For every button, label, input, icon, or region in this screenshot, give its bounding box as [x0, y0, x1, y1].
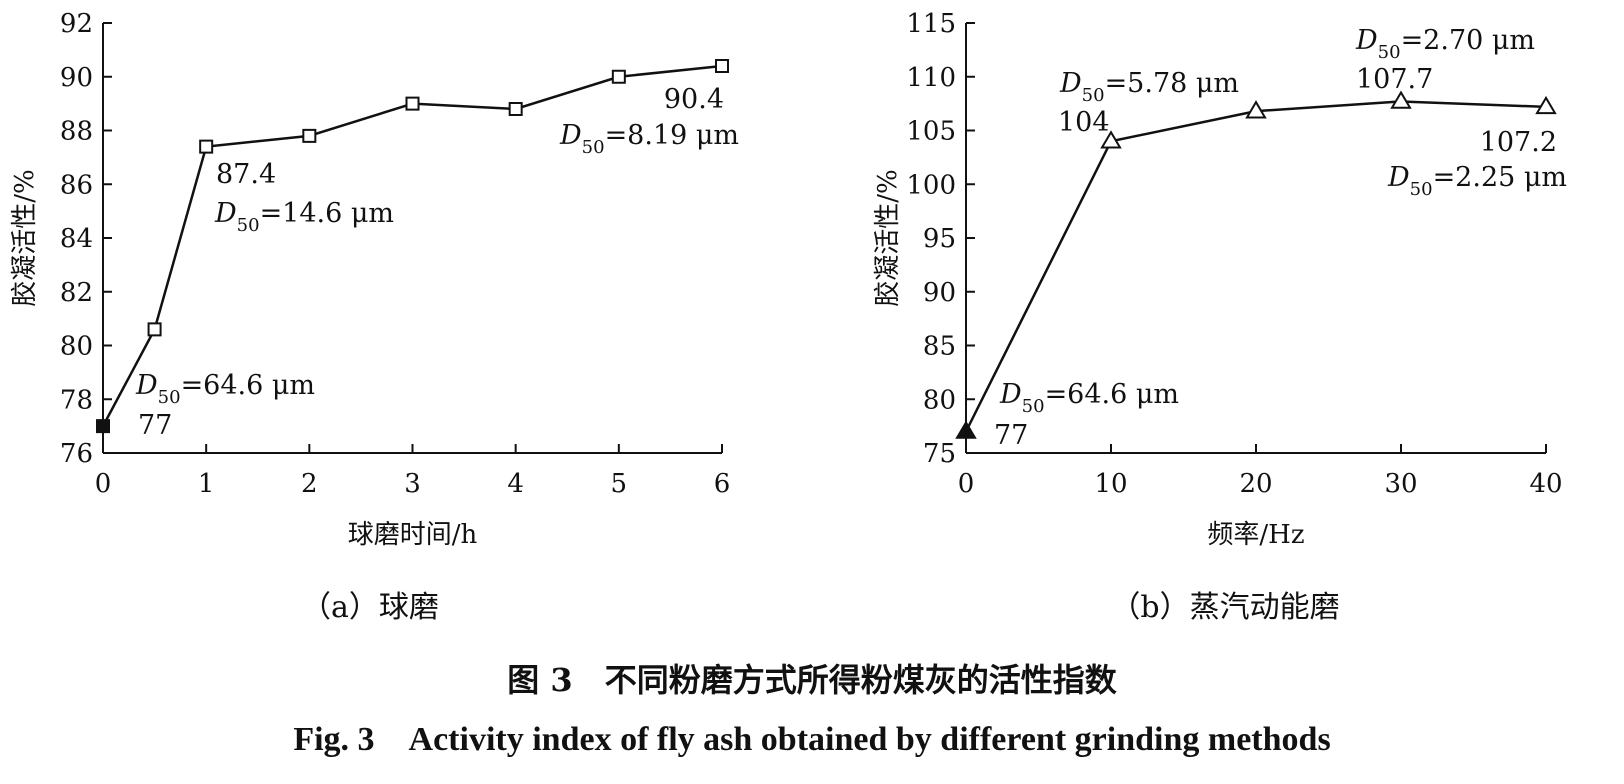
annotation-d50-b3-d: D [1387, 162, 1410, 193]
data-point-square [405, 96, 420, 111]
data-point-triangle [1535, 95, 1557, 115]
y-tick-label: 78 [60, 385, 93, 415]
annotation-d50-a0: D50=64.6 μm [135, 370, 315, 408]
annotation-d50-a0-sub: 50 [158, 387, 181, 408]
y-tick-label: 76 [60, 439, 93, 469]
data-point-triangle [1100, 130, 1122, 149]
x-tick-label: 0 [95, 469, 112, 499]
y-tick-label: 80 [60, 332, 93, 362]
data-point-triangle [1390, 90, 1412, 109]
annotation-value-a1: 87.4 [216, 159, 276, 190]
data-point-triangle [1245, 100, 1267, 119]
x-tick-label: 1 [198, 469, 215, 499]
annotation-d50-b0-d: D [999, 379, 1022, 410]
caption-chinese: 图 3 不同粉磨方式所得粉煤灰的活性指数 [507, 661, 1117, 699]
y-tick-label: 115 [906, 9, 956, 39]
annotation-d50-a1: D50=14.6 μm [214, 198, 394, 236]
y-tick-label: 100 [906, 170, 956, 200]
y-tick-label: 105 [906, 117, 956, 147]
y-tick-label: 88 [60, 117, 93, 147]
y-tick-label: 85 [923, 332, 956, 362]
y-tick-label: 86 [60, 170, 93, 200]
annotation-d50-b3: D50=2.25 μm [1387, 162, 1567, 200]
annotation-d50-a1-sub: 50 [237, 215, 260, 236]
series-line [101, 64, 723, 427]
annotation-d50-b2-sub: 50 [1378, 42, 1401, 63]
x-tick-label: 10 [1094, 469, 1127, 499]
annotation-d50-a0-rest: =64.6 μm [181, 370, 315, 401]
data-point-square [147, 322, 162, 337]
annotation-d50-a2-sub: 50 [582, 137, 605, 158]
data-point-square [508, 102, 523, 116]
data-point-square [715, 59, 729, 73]
y-axis-label: 胶凝活性/% [10, 169, 40, 306]
annotation-d50-b1-d: D [1059, 68, 1082, 99]
annotation-value-a0: 77 [138, 410, 172, 441]
annotation-value-b3: 107.2 [1480, 127, 1557, 158]
annotation-d50-a1-rest: =14.6 μm [260, 198, 394, 229]
data-point-triangle [955, 420, 977, 439]
chart-a-subtitle: （a）球磨 [301, 590, 439, 625]
annotation-value-b0: 77 [994, 420, 1028, 451]
y-tick-label: 82 [60, 278, 93, 308]
annotation-d50-a2: D50=8.19 μm [559, 120, 739, 158]
annotation-d50-b1: D50=5.78 μm [1059, 68, 1239, 106]
annotation-value-b2: 107.7 [1356, 64, 1433, 95]
data-point-square [199, 139, 214, 154]
chart-b-steam-kinetic-mill: 75 80 85 90 95 100 105 110 115 0 10 20 30 40 频率/Hz 胶凝活性… [873, 9, 1567, 550]
annotation-d50-a2-rest: =8.19 μm [605, 120, 739, 151]
annotation-d50-a1-d: D [214, 198, 237, 229]
x-tick-label: 3 [404, 469, 421, 499]
annotation-d50-a0-d: D [135, 370, 158, 401]
annotation-d50-b0-rest: =64.6 μm [1045, 379, 1179, 410]
y-tick-label: 84 [60, 224, 93, 254]
x-axis-label: 球磨时间/h [348, 520, 478, 550]
y-tick-label: 110 [906, 63, 956, 93]
annotation-d50-b2-rest: =2.70 μm [1401, 25, 1535, 56]
x-axis-label: 频率/Hz [1207, 520, 1304, 550]
x-tick-label: 4 [507, 469, 524, 499]
y-axis-label: 胶凝活性/% [873, 169, 903, 306]
x-tick-label: 30 [1384, 469, 1417, 499]
chart-b-subtitle: （b）蒸汽动能磨 [1110, 590, 1339, 625]
annotation-d50-b3-rest: =2.25 μm [1433, 162, 1567, 193]
annotation-d50-a2-d: D [559, 120, 582, 151]
y-tick-label: 90 [923, 278, 956, 308]
x-tick-label: 0 [958, 469, 975, 499]
annotation-d50-b2-d: D [1355, 25, 1378, 56]
x-tick-label: 2 [301, 469, 318, 499]
annotation-d50-b1-rest: =5.78 μm [1105, 68, 1239, 99]
annotation-d50-b3-sub: 50 [1410, 179, 1433, 200]
caption-english: Fig. 3 Activity index of fly ash obtaine… [293, 721, 1330, 758]
annotation-value-a2: 90.4 [664, 84, 724, 115]
y-tick-label: 90 [60, 63, 93, 93]
y-tick-label: 92 [60, 9, 93, 39]
annotation-value-b1: 104 [1058, 107, 1110, 138]
data-point-square [611, 69, 626, 84]
x-tick-label: 20 [1239, 469, 1272, 499]
annotation-d50-b0-sub: 50 [1022, 396, 1045, 417]
y-tick-label: 75 [923, 439, 956, 469]
x-tick-label: 5 [611, 469, 628, 499]
annotation-d50-b2: D50=2.70 μm [1355, 25, 1535, 63]
data-point-square [302, 128, 317, 143]
x-tick-label: 6 [714, 469, 731, 499]
annotation-d50-b0: D50=64.6 μm [999, 379, 1179, 417]
annotation-d50-b1-sub: 50 [1082, 85, 1105, 106]
data-point-square [96, 419, 110, 434]
y-tick-label: 80 [923, 385, 956, 415]
x-tick-label: 40 [1529, 469, 1562, 499]
y-tick-label: 95 [923, 224, 956, 254]
